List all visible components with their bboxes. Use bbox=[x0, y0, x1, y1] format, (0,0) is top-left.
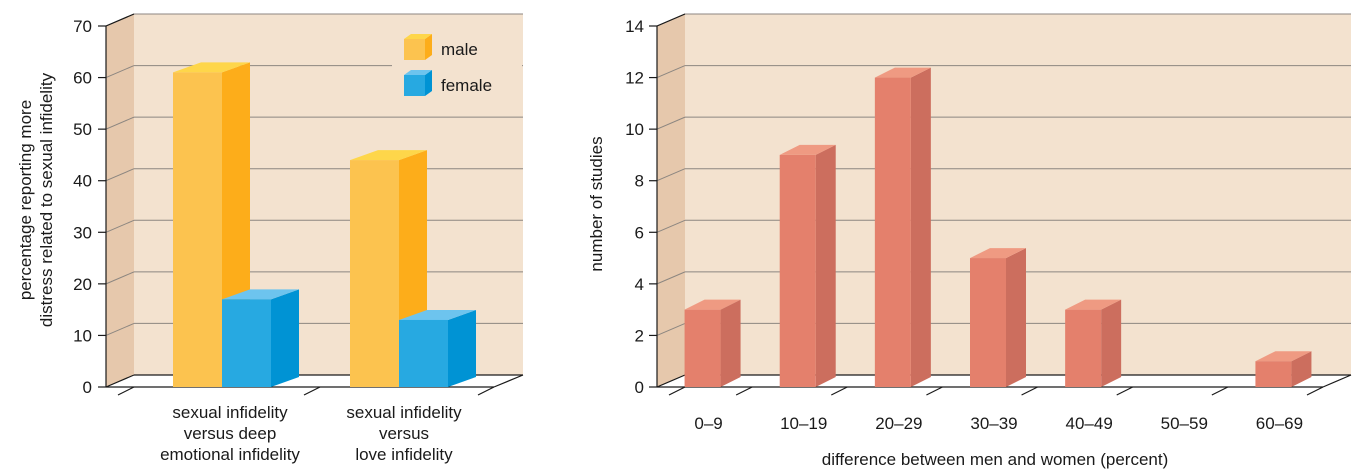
right-x-tick-mark-3 bbox=[926, 387, 942, 395]
left-y-tick-label-50: 50 bbox=[73, 120, 92, 139]
right-y-tick-label-12: 12 bbox=[625, 69, 644, 88]
right-x-category-50-59: 50–59 bbox=[1161, 414, 1208, 433]
right-bar-40-49 bbox=[1065, 300, 1121, 387]
left-y-axis-label-text: percentage reporting more distress relate… bbox=[16, 72, 56, 327]
left-x-category-1: sexual infidelity versus deep emotional in… bbox=[160, 403, 300, 464]
left-x-tick-mark-3 bbox=[478, 387, 494, 395]
right-bar-10-19 bbox=[780, 145, 836, 387]
right-x-tick-mark-2 bbox=[831, 387, 847, 395]
right-bar-0-9 bbox=[685, 300, 741, 387]
left-x-category-line: love infidelity bbox=[355, 445, 453, 464]
left-x-category-line: sexual infidelity bbox=[172, 403, 288, 422]
right-bar-side bbox=[721, 300, 741, 387]
legend-swatch-female bbox=[404, 75, 425, 96]
left-y-axis-label-line: percentage reporting more bbox=[16, 100, 35, 300]
right-chart-x-axis-label: difference between men and women (percen… bbox=[822, 450, 1169, 469]
legend-label-female: female bbox=[441, 76, 492, 95]
right-bar-side bbox=[911, 68, 931, 387]
left-x-category-line: versus deep bbox=[184, 424, 277, 443]
right-y-tick-label-10: 10 bbox=[625, 120, 644, 139]
left-x-category-line: sexual infidelity bbox=[346, 403, 462, 422]
right-chart-x-categories: 0–9 10–19 20–29 30–39 40–49 50–59 60–69 bbox=[669, 387, 1323, 433]
right-chart-y-axis-label: number of studies bbox=[587, 136, 606, 271]
left-chart: 0 10 20 30 40 50 60 70 sexual infidelity versus … bbox=[16, 14, 523, 464]
left-bar-side bbox=[448, 310, 476, 387]
left-floor-right-edge bbox=[494, 375, 523, 387]
right-bar-30-39 bbox=[970, 248, 1026, 387]
left-bar-front bbox=[350, 160, 399, 387]
left-chart-y-ticks: 0 10 20 30 40 50 60 70 bbox=[73, 17, 106, 397]
right-x-category-0-9: 0–9 bbox=[694, 414, 722, 433]
right-x-category-60-69: 60–69 bbox=[1256, 414, 1303, 433]
right-chart-y-ticks: 0 2 4 6 8 10 12 14 bbox=[625, 17, 657, 397]
right-bar-front bbox=[685, 310, 721, 387]
left-y-tick-label-20: 20 bbox=[73, 275, 92, 294]
left-bar-front bbox=[173, 72, 222, 387]
left-chart-side-wall bbox=[106, 14, 134, 387]
right-bar-side bbox=[816, 145, 836, 387]
legend-label-male: male bbox=[441, 40, 478, 59]
right-x-category-10-19: 10–19 bbox=[780, 414, 827, 433]
right-x-tick-mark-7 bbox=[1307, 387, 1323, 395]
right-y-tick-label-6: 6 bbox=[635, 223, 644, 242]
right-bar-side bbox=[1006, 248, 1026, 387]
left-x-tick-mark-1 bbox=[118, 387, 134, 395]
left-bar-side bbox=[271, 289, 299, 387]
right-bar-side bbox=[1101, 300, 1121, 387]
left-y-tick-label-60: 60 bbox=[73, 69, 92, 88]
legend-swatch-male bbox=[404, 39, 425, 60]
right-x-tick-mark-4 bbox=[1022, 387, 1038, 395]
right-chart-side-wall bbox=[657, 14, 685, 387]
left-y-tick-label-40: 40 bbox=[73, 172, 92, 191]
right-x-tick-mark-5 bbox=[1117, 387, 1133, 395]
left-bar-front bbox=[222, 299, 271, 387]
right-x-category-40-49: 40–49 bbox=[1066, 414, 1113, 433]
right-x-tick-mark-1 bbox=[736, 387, 752, 395]
right-bar-front bbox=[1255, 361, 1291, 387]
right-bar-20-29 bbox=[875, 68, 931, 387]
left-x-tick-mark-2 bbox=[304, 387, 320, 395]
left-bar-front bbox=[399, 320, 448, 387]
left-chart-legend: male female bbox=[392, 28, 522, 108]
left-chart-x-categories: sexual infidelity versus deep emotional in… bbox=[118, 387, 494, 464]
right-bar-front bbox=[1065, 310, 1101, 387]
right-chart: 0 2 4 6 8 10 12 14 0–9 10–19 20–29 30–39 40–49 50–59… bbox=[587, 14, 1351, 469]
right-y-tick-label-0: 0 bbox=[635, 378, 644, 397]
right-y-tick-label-2: 2 bbox=[635, 326, 644, 345]
right-bar-front bbox=[970, 258, 1006, 387]
left-x-category-line: versus bbox=[379, 424, 429, 443]
left-bar-female-2 bbox=[399, 310, 476, 387]
right-y-tick-label-4: 4 bbox=[635, 275, 644, 294]
left-x-category-line: emotional infidelity bbox=[160, 445, 300, 464]
left-y-tick-label-70: 70 bbox=[73, 17, 92, 36]
left-y-tick-label-10: 10 bbox=[73, 326, 92, 345]
left-y-tick-label-30: 30 bbox=[73, 223, 92, 242]
left-bar-female-1 bbox=[222, 289, 299, 387]
right-x-tick-mark-6 bbox=[1212, 387, 1228, 395]
right-bar-front bbox=[875, 78, 911, 387]
right-x-tick-mark-0 bbox=[669, 387, 685, 395]
right-bar-front bbox=[780, 155, 816, 387]
right-y-tick-label-14: 14 bbox=[625, 17, 644, 36]
left-chart-y-axis-label: percentage reporting more distress relate… bbox=[16, 72, 56, 327]
right-x-category-30-39: 30–39 bbox=[970, 414, 1017, 433]
right-floor-right-edge bbox=[1323, 375, 1351, 387]
right-x-category-20-29: 20–29 bbox=[875, 414, 922, 433]
right-y-tick-label-8: 8 bbox=[635, 172, 644, 191]
left-y-axis-label-line: distress related to sexual infidelity bbox=[37, 72, 56, 327]
left-y-tick-label-0: 0 bbox=[83, 378, 92, 397]
left-x-category-2: sexual infidelity versus love infidelity bbox=[346, 403, 462, 464]
